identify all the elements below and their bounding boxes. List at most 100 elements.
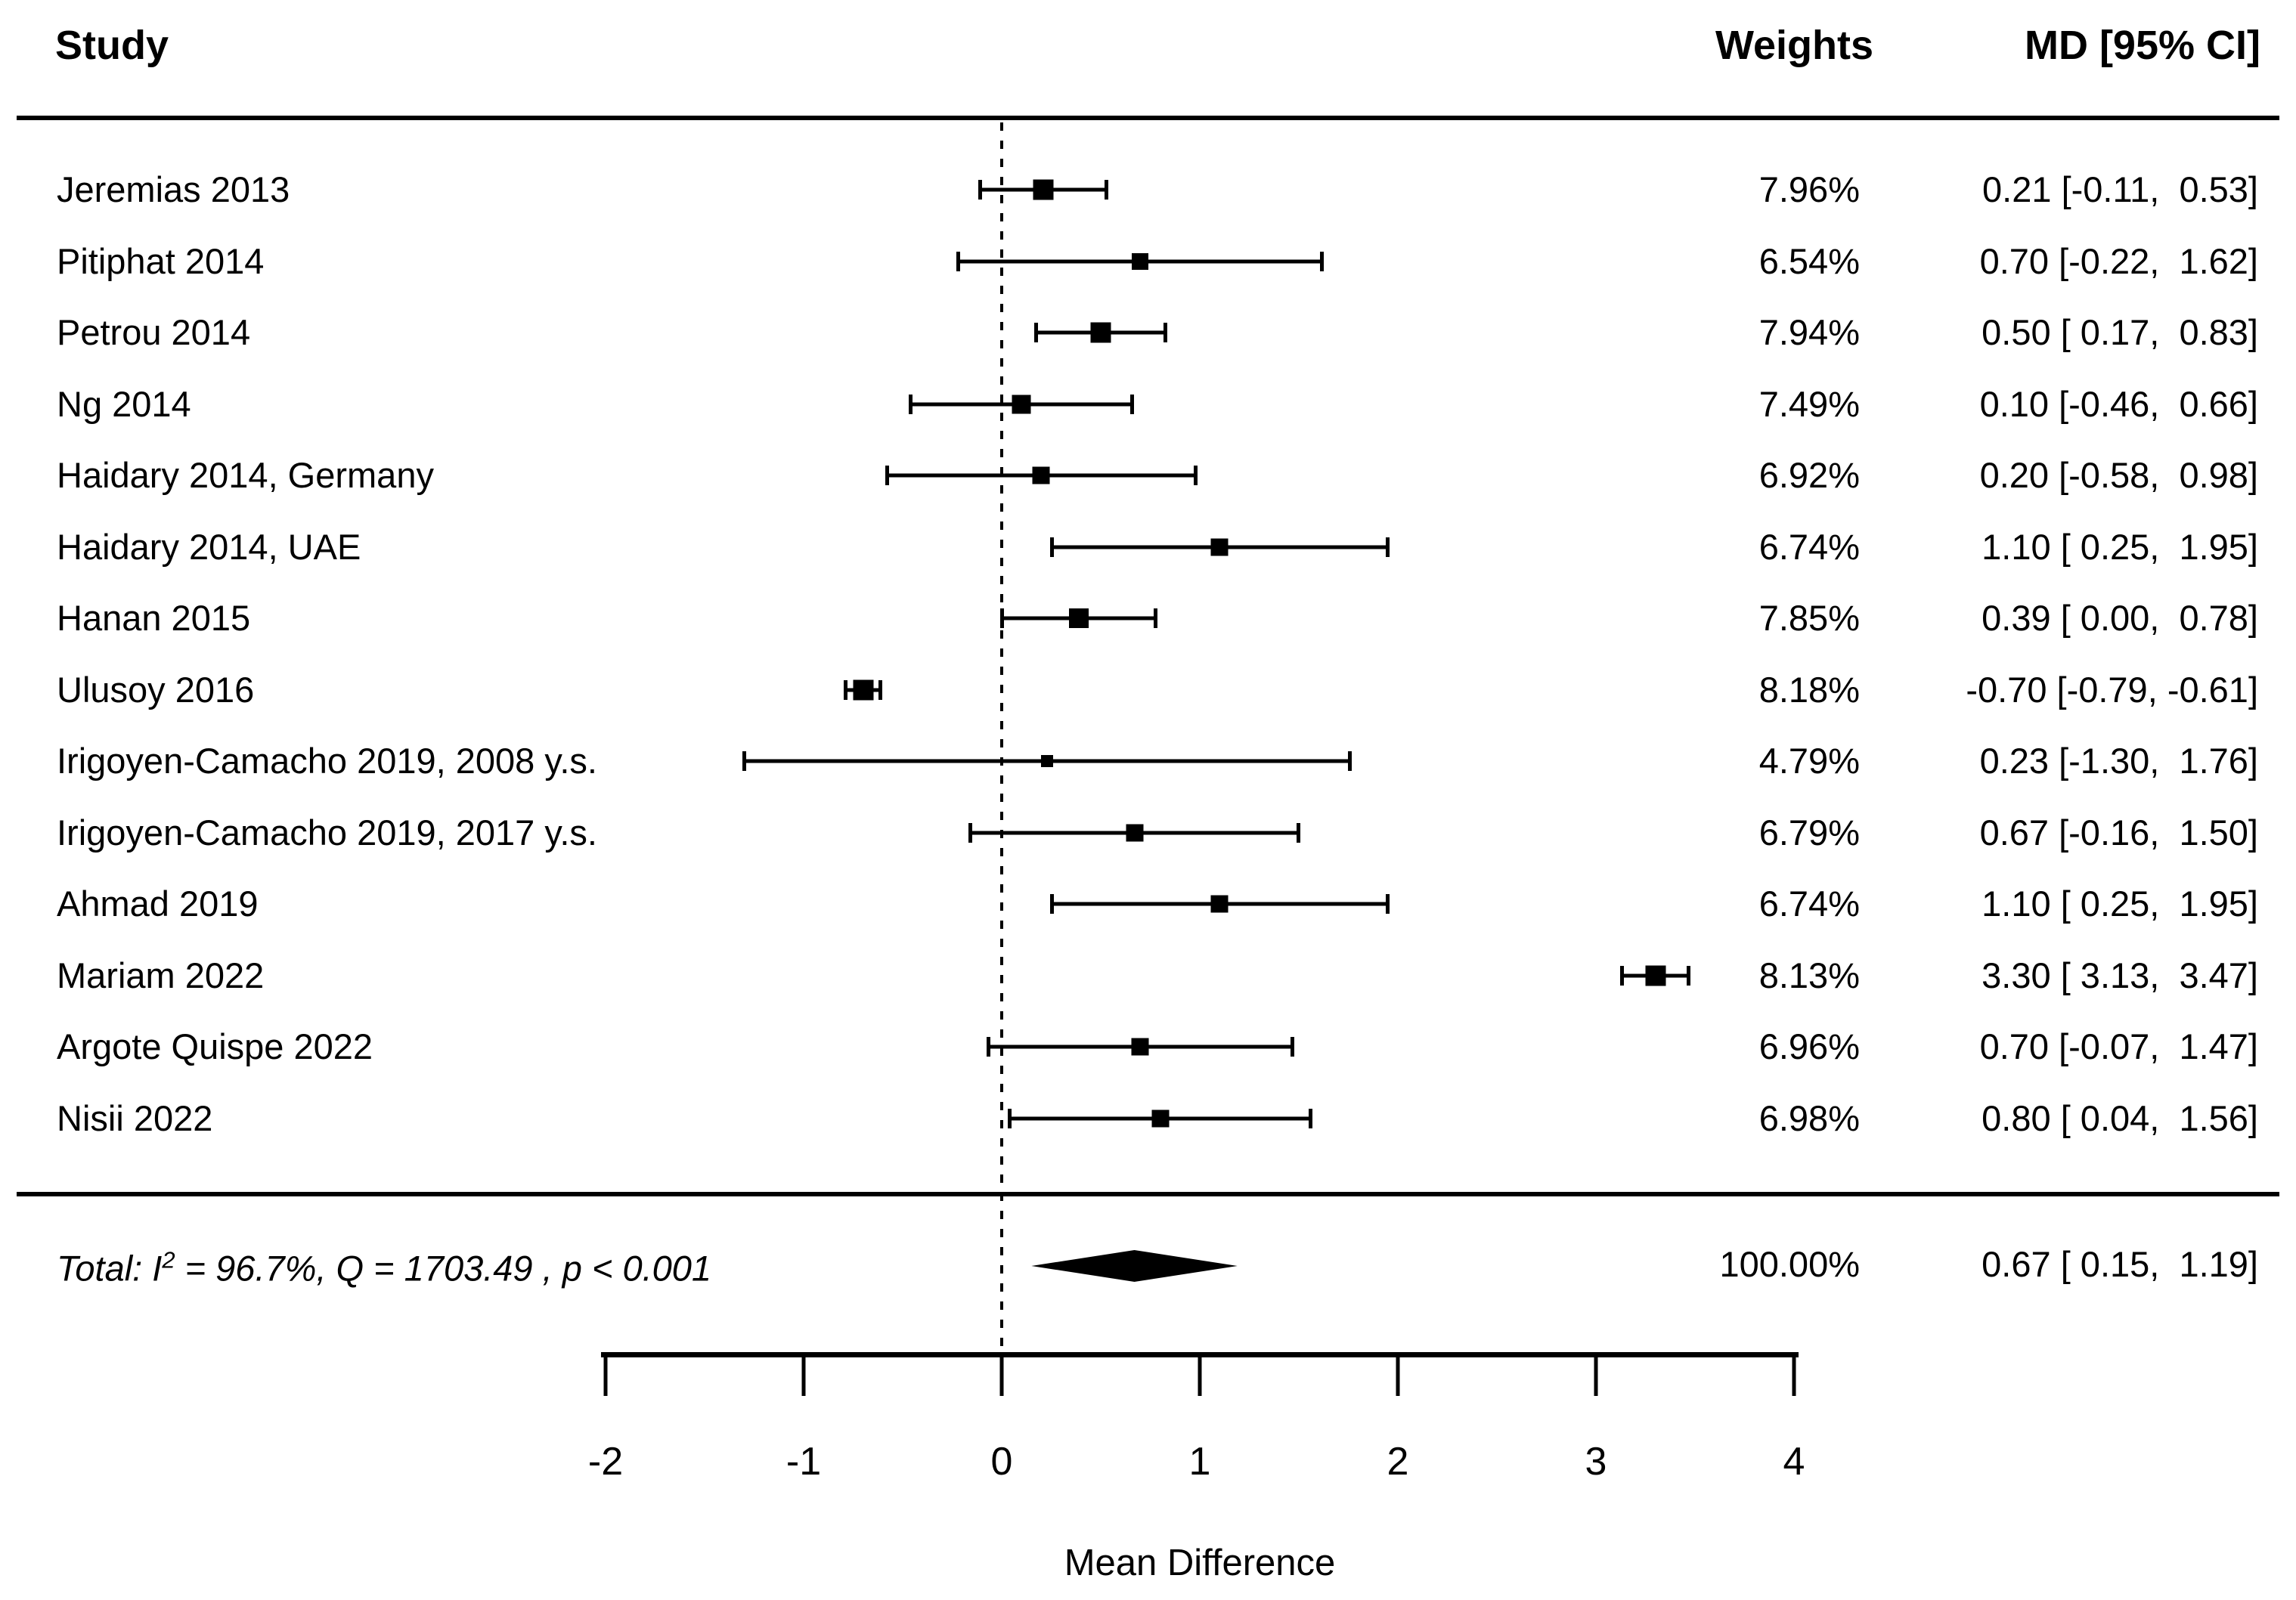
column-header-md-ci: MD [95% CI]: [2024, 23, 2260, 68]
ci-cap-high: [1193, 466, 1198, 485]
study-label: Ulusoy 2016: [57, 669, 255, 710]
x-axis-tick-label: -1: [785, 1440, 822, 1484]
x-axis-tick: [999, 1355, 1004, 1396]
x-axis-tick-label: 0: [990, 1440, 1013, 1484]
total-divider-line: [17, 1192, 2279, 1196]
zero-reference-line: [1000, 122, 1003, 1352]
weight-value: 6.74%: [1758, 884, 1860, 924]
study-label: Hanan 2015: [57, 598, 251, 638]
total-weight-value: 100.00%: [1719, 1244, 1860, 1284]
effect-square: [853, 679, 874, 700]
md-ci-value: -0.70 [-0.79, -0.61]: [1966, 669, 2258, 710]
ci-cap-low: [986, 1037, 990, 1057]
ci-cap-low: [909, 394, 913, 414]
ci-cap-high: [1320, 251, 1325, 271]
effect-square: [1041, 755, 1054, 767]
column-header-study: Study: [55, 23, 169, 68]
ci-cap-high: [1687, 965, 1691, 986]
study-label: Irigoyen-Camacho 2019, 2008 y.s.: [57, 741, 597, 781]
ci-cap-high: [1385, 537, 1390, 557]
weight-value: 7.49%: [1758, 383, 1860, 424]
weight-value: 8.18%: [1758, 669, 1860, 710]
study-label: Mariam 2022: [57, 955, 265, 995]
ci-cap-high: [1308, 1108, 1312, 1128]
study-label: Haidary 2014, Germany: [57, 455, 434, 495]
ci-cap-low: [1049, 894, 1054, 914]
total-text-superscript: 2: [162, 1246, 175, 1274]
weight-value: 6.96%: [1758, 1026, 1860, 1066]
ci-cap-high: [1154, 608, 1158, 628]
study-label: Irigoyen-Camacho 2019, 2017 y.s.: [57, 812, 597, 853]
total-md-ci-value: 0.67 [ 0.15, 1.19]: [1982, 1244, 2258, 1284]
weight-value: 6.98%: [1758, 1097, 1860, 1138]
x-axis-tick-label: 3: [1585, 1440, 1607, 1484]
md-ci-value: 1.10 [ 0.25, 1.95]: [1982, 526, 2258, 567]
md-ci-value: 0.70 [-0.22, 1.62]: [1979, 240, 2258, 281]
x-axis-tick: [801, 1355, 806, 1396]
effect-square: [1090, 322, 1111, 343]
md-ci-value: 0.67 [-0.16, 1.50]: [1979, 812, 2258, 853]
effect-square: [1032, 466, 1050, 484]
md-ci-value: 0.10 [-0.46, 0.66]: [1979, 383, 2258, 424]
x-axis-title: Mean Difference: [1064, 1543, 1336, 1583]
md-ci-value: 0.80 [ 0.04, 1.56]: [1982, 1097, 2258, 1138]
study-label: Haidary 2014, UAE: [57, 526, 361, 567]
total-text-prefix: Total: I: [57, 1248, 163, 1289]
effect-square: [1012, 395, 1031, 413]
md-ci-value: 1.10 [ 0.25, 1.95]: [1982, 884, 2258, 924]
study-label: Ng 2014: [57, 383, 191, 424]
x-axis-tick: [1198, 1355, 1202, 1396]
column-header-weights: Weights: [1715, 23, 1873, 68]
effect-square: [1131, 1038, 1149, 1056]
total-effect-diamond: [1031, 1250, 1238, 1282]
effect-square: [1132, 252, 1149, 270]
md-ci-value: 0.23 [-1.30, 1.76]: [1979, 741, 2258, 781]
effect-square: [1033, 179, 1054, 200]
study-label: Argote Quispe 2022: [57, 1026, 373, 1066]
study-label: Ahmad 2019: [57, 884, 259, 924]
effect-square: [1069, 608, 1089, 628]
ci-cap-low: [1008, 1108, 1012, 1128]
ci-cap-low: [742, 751, 747, 771]
x-axis-tick: [603, 1355, 608, 1396]
ci-cap-low: [844, 679, 848, 700]
effect-square: [1151, 1109, 1170, 1127]
study-label: Jeremias 2013: [57, 169, 290, 209]
ci-cap-low: [956, 251, 961, 271]
md-ci-value: 3.30 [ 3.13, 3.47]: [1982, 955, 2258, 995]
ci-cap-high: [1348, 751, 1353, 771]
x-axis-line: [601, 1352, 1799, 1357]
x-axis-tick-label: 2: [1387, 1440, 1409, 1484]
md-ci-value: 0.20 [-0.58, 0.98]: [1979, 455, 2258, 495]
ci-cap-low: [1049, 537, 1054, 557]
ci-cap-high: [878, 679, 883, 700]
weight-value: 7.94%: [1758, 312, 1860, 352]
x-axis-tick: [1594, 1355, 1598, 1396]
x-axis-tick-label: -2: [587, 1440, 624, 1484]
md-ci-value: 0.50 [ 0.17, 0.83]: [1982, 312, 2258, 352]
weight-value: 6.54%: [1758, 240, 1860, 281]
weight-value: 7.96%: [1758, 169, 1860, 209]
effect-square: [1645, 965, 1666, 986]
weight-value: 6.74%: [1758, 526, 1860, 567]
ci-cap-low: [1033, 323, 1038, 342]
study-label: Pitiphat 2014: [57, 240, 265, 281]
study-label: Petrou 2014: [57, 312, 251, 352]
ci-cap-low: [1000, 608, 1004, 628]
total-heterogeneity-text: Total: I2 = 96.7%, Q = 1703.49 , p < 0.0…: [57, 1240, 711, 1289]
total-text-suffix: = 96.7%, Q = 1703.49 , p < 0.001: [175, 1248, 712, 1289]
x-axis-tick-label: 1: [1188, 1440, 1211, 1484]
weight-value: 7.85%: [1758, 598, 1860, 638]
weight-value: 6.92%: [1758, 455, 1860, 495]
ci-cap-high: [1291, 1037, 1295, 1057]
header-divider-line: [17, 116, 2279, 120]
weight-value: 6.79%: [1758, 812, 1860, 853]
effect-square: [1210, 538, 1229, 556]
weight-value: 4.79%: [1758, 741, 1860, 781]
ci-cap-low: [1620, 965, 1625, 986]
weight-value: 8.13%: [1758, 955, 1860, 995]
x-axis-tick-label: 4: [1783, 1440, 1805, 1484]
effect-square: [1126, 824, 1144, 841]
effect-square: [1210, 895, 1229, 913]
